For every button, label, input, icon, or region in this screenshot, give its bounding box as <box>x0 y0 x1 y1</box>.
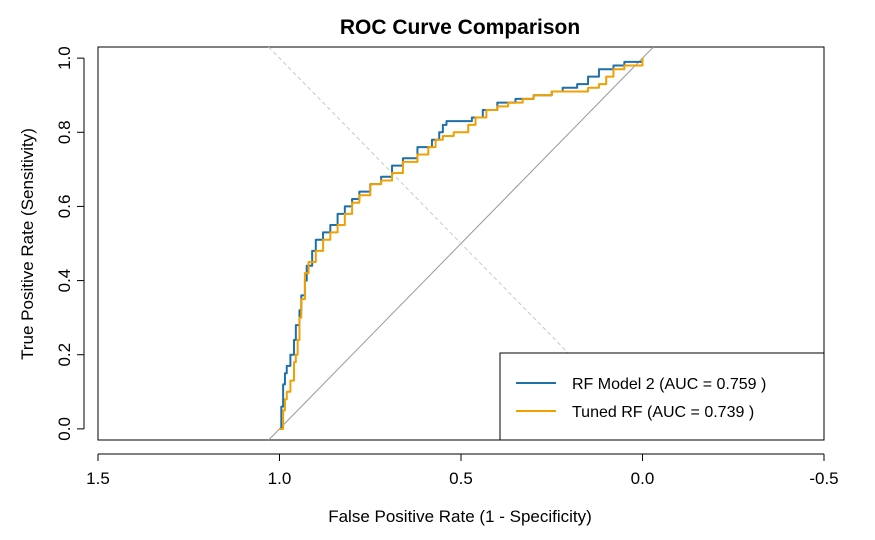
x-tick-label: 1.5 <box>86 469 110 488</box>
y-tick-label: 0.8 <box>55 120 74 144</box>
x-axis: 1.5 1.0 0.5 0.0 -0.5 <box>86 453 839 488</box>
x-tick-label: -0.5 <box>809 469 838 488</box>
legend-label: RF Model 2 (AUC = 0.759 ) <box>572 376 766 393</box>
y-axis-label: True Positive Rate (Sensitivity) <box>18 128 37 360</box>
y-tick-label: 1.0 <box>55 46 74 70</box>
y-tick-label: 0.0 <box>55 417 74 441</box>
tuned-rf-line <box>279 58 644 430</box>
legend-box <box>499 352 825 441</box>
legend: RF Model 2 (AUC = 0.759 ) Tuned RF (AUC =… <box>499 352 825 441</box>
y-tick-label: 0.2 <box>55 343 74 367</box>
x-tick-label: 0.0 <box>631 469 655 488</box>
legend-label: Tuned RF (AUC = 0.739 ) <box>572 404 754 421</box>
y-axis: 0.0 0.2 0.4 0.6 0.8 1.0 <box>55 46 85 441</box>
y-tick-label: 0.6 <box>55 195 74 219</box>
chart-title: ROC Curve Comparison <box>340 16 580 39</box>
x-tick-label: 1.0 <box>268 469 292 488</box>
plot-frame <box>97 46 825 441</box>
y-tick-label: 0.4 <box>55 269 74 293</box>
series-lines <box>279 58 644 430</box>
x-axis-label: False Positive Rate (1 - Specificity) <box>328 507 592 526</box>
x-tick-label: 0.5 <box>449 469 473 488</box>
